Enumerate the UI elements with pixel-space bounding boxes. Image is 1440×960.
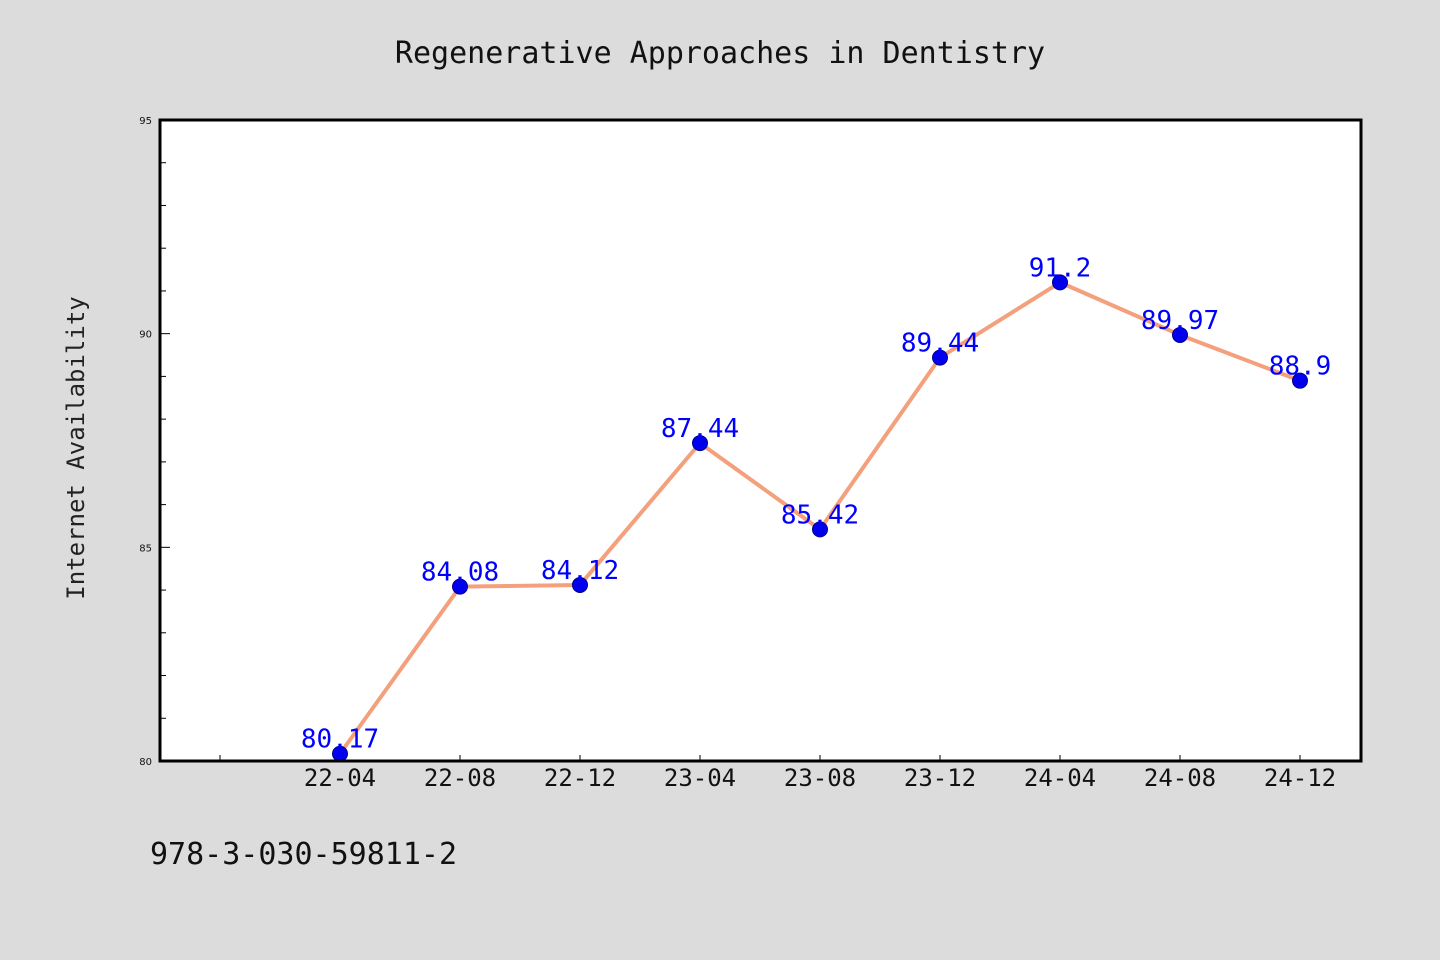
data-label-layer: 80.17 84.08 84.12 87.44 85.42 89.44 91.2 89.97 8…	[301, 253, 1331, 754]
data-point	[932, 349, 948, 366]
footer-code: 978-3-030-59811-2	[150, 837, 457, 872]
plot-frame	[158, 118, 1363, 763]
plot-area	[160, 120, 1361, 761]
x-tick-label: 22-12	[544, 764, 616, 792]
x-tick-label: 22-04	[304, 764, 376, 792]
y-tick-label: 90	[139, 330, 152, 341]
x-axis: 22-04 22-08 22-12 23-04 23-08 23-12 24-04 24-08…	[219, 755, 1336, 792]
x-tick-label: 23-12	[904, 764, 976, 792]
data-point	[692, 435, 708, 452]
data-label: 88.9	[1269, 352, 1332, 382]
y-axis-label: Internet Availability	[62, 296, 90, 599]
x-tick-label: 23-04	[664, 764, 736, 792]
data-label: 84.12	[541, 556, 619, 586]
data-point	[812, 521, 828, 538]
y-tick-label: 95	[139, 116, 152, 127]
chart-title: Regenerative Approaches in Dentistry	[395, 36, 1045, 71]
data-point	[1172, 326, 1188, 343]
data-label: 87.44	[661, 414, 739, 444]
data-label: 84.08	[421, 558, 499, 588]
x-tick-label: 24-08	[1144, 764, 1216, 792]
series-layer	[332, 274, 1308, 762]
data-point	[452, 578, 468, 595]
x-tick-label: 24-12	[1264, 764, 1336, 792]
data-point	[1052, 274, 1068, 291]
y-tick-label: 85	[139, 543, 152, 554]
data-label: 85.42	[781, 500, 859, 530]
x-tick-label: 24-04	[1024, 764, 1096, 792]
y-tick-label: 80	[139, 757, 152, 768]
data-point	[572, 576, 588, 593]
data-label: 91.2	[1029, 253, 1092, 283]
data-label: 80.17	[301, 725, 379, 755]
data-point	[1292, 372, 1308, 389]
x-tick-label: 22-08	[424, 764, 496, 792]
data-label: 89.97	[1141, 306, 1219, 336]
data-label: 89.44	[901, 329, 979, 359]
x-tick-label: 23-08	[784, 764, 856, 792]
